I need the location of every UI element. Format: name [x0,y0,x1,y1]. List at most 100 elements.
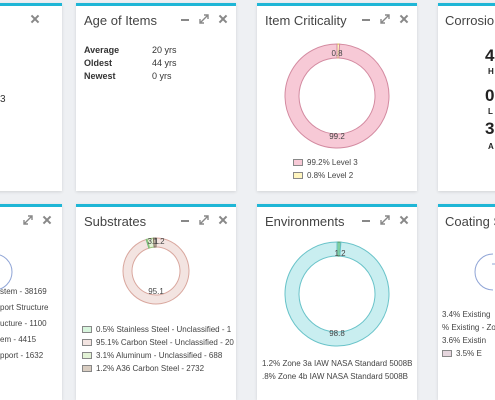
legend-label: ucture - 1100 [0,319,47,328]
corrosion-stat-label: H [488,67,494,76]
card-bottom-left: stem - 38169 port Structure ucture - 1100 e… [0,204,62,400]
slice-label: 1.2 [334,249,346,258]
legend-item[interactable]: 99.2% Level 3 [293,156,358,169]
close-icon[interactable] [399,215,409,225]
card-corrosion: Corrosion 4 H 0. L 3. A [438,3,495,191]
legend-item[interactable]: 95.1% Carbon Steel - Unclassified - 20 [82,336,234,349]
legend-label: .8% Zone 4b IAW NASA Standard 5008B [262,372,409,381]
expand-icon[interactable] [380,215,390,225]
slice-label: 99.2 [329,132,345,141]
slice-label: 3.1 [147,237,159,246]
expand-icon[interactable] [199,215,209,225]
card-controls [361,215,409,225]
legend-label: 0.8% Level 2 [307,171,354,180]
card-title: Substrates [84,214,147,229]
age-row: Oldest 44 yrs [84,56,177,69]
legend-swatch [293,172,303,179]
age-row: Average 20 yrs [84,43,177,56]
legend-item[interactable]: 3.5% E [442,347,495,360]
legend-label: 95.1% Carbon Steel - Unclassified - 20 [96,338,234,347]
legend-label: 99.2% Level 3 [307,158,358,167]
bottom-left-legend: stem - 38169 port Structure ucture - 1100 e… [0,287,48,367]
legend-label: 3.4% Existing [442,310,491,319]
legend-item[interactable]: 0.8% Level 2 [293,169,358,182]
legend-label: stem - 38169 [0,287,47,296]
donut-slice[interactable] [122,237,190,305]
minus-icon[interactable] [180,14,190,24]
legend-label: 3.5% E [456,349,482,358]
legend-swatch [293,159,303,166]
minus-icon[interactable] [180,215,190,225]
partial-donut-chart [0,254,13,290]
minus-icon[interactable] [361,215,371,225]
legend-swatch [82,326,92,333]
card-controls [361,14,409,24]
card-coating: Coating S 3.4% Existing% Existing - Zo3.… [438,204,495,400]
donut-slice[interactable] [152,237,157,248]
donut-slice[interactable] [284,241,390,347]
legend-label: 1.2% A36 Carbon Steel - 2732 [96,364,205,373]
coating-legend: 3.4% Existing % Existing - Zo 3.6% Existin… [442,308,495,360]
legend-item[interactable]: 3.6% Existin [442,334,495,347]
card-title: Age of Items [84,13,157,28]
legend-label: 0.5% Stainless Steel - Unclassified - 1 [96,325,232,334]
card-environments: Environments 1.2 98.8 1.2% Zone 3a IAW NA… [257,204,417,400]
expand-icon[interactable] [380,14,390,24]
slice-label: 1.2 [153,237,165,246]
close-icon[interactable] [218,215,228,225]
substrates-legend: 0.5% Stainless Steel - Unclassified - 1 9… [82,323,234,375]
legend-label: em - 4415 [0,335,37,344]
card-top-left: 3 [0,3,62,191]
legend-item[interactable]: 3.4% Existing [442,308,495,321]
partial-donut-chart [474,253,495,291]
criticality-donut-chart: 0.8 99.2 [284,43,390,149]
slice-label: 0.8 [331,49,343,58]
slice-label: 95.1 [148,287,164,296]
legend-item[interactable]: 1.2% A36 Carbon Steel - 2732 [82,362,234,375]
partial-value: 3 [0,94,6,105]
close-icon[interactable] [399,14,409,24]
legend-item[interactable]: 1.2% Zone 3a IAW NASA Standard 5008B [262,357,412,370]
card-controls [23,215,52,225]
age-value: 20 yrs [152,44,177,55]
corrosion-stat-label: A [488,142,494,151]
expand-icon[interactable] [199,14,209,24]
environments-legend: 1.2% Zone 3a IAW NASA Standard 5008B .8% … [262,357,412,383]
card-age-of-items: Age of Items Average 20 yrs Oldest 44 yrs Ne… [76,3,236,191]
age-row: Newest 0 yrs [84,69,177,82]
legend-label: 3.6% Existin [442,336,487,345]
legend-label: 1.2% Zone 3a IAW NASA Standard 5008B [262,359,413,368]
expand-icon[interactable] [23,215,33,225]
age-value: 0 yrs [152,70,172,81]
close-icon[interactable] [218,14,228,24]
age-stats-table: Average 20 yrs Oldest 44 yrs Newest 0 yrs [84,43,177,82]
legend-swatch [82,352,92,359]
criticality-legend: 99.2% Level 3 0.8% Level 2 [293,156,358,182]
age-label: Newest [84,70,116,81]
legend-swatch [82,339,92,346]
donut-slice[interactable] [284,43,390,149]
minus-icon[interactable] [361,14,371,24]
card-title: Environments [265,214,345,229]
legend-swatch [442,350,452,357]
legend-item[interactable]: .8% Zone 4b IAW NASA Standard 5008B [262,370,412,383]
close-icon[interactable] [30,14,40,24]
card-controls [180,215,228,225]
legend-item[interactable]: % Existing - Zo [442,321,495,334]
card-controls [180,14,228,24]
card-title: Item Criticality [265,13,347,28]
corrosion-stat-label: L [488,107,493,116]
environments-donut-chart: 1.2 98.8 [284,241,390,347]
legend-label: % Existing - Zo [442,323,495,332]
legend-swatch [82,365,92,372]
card-title: Corrosion [445,13,495,28]
card-substrates: Substrates 95.1 3.1 1.2 0.5% Stainless Ste… [76,204,236,400]
close-icon[interactable] [42,215,52,225]
legend-item[interactable]: 3.1% Aluminum - Unclassified - 688 [82,349,234,362]
corrosion-stat-value: 4 [485,46,495,65]
card-item-criticality: Item Criticality 0.8 99.2 99.2% Level 3 0.… [257,3,417,191]
age-label: Average [84,44,120,55]
legend-item[interactable]: 0.5% Stainless Steel - Unclassified - 1 [82,323,234,336]
age-label: Oldest [84,57,113,68]
